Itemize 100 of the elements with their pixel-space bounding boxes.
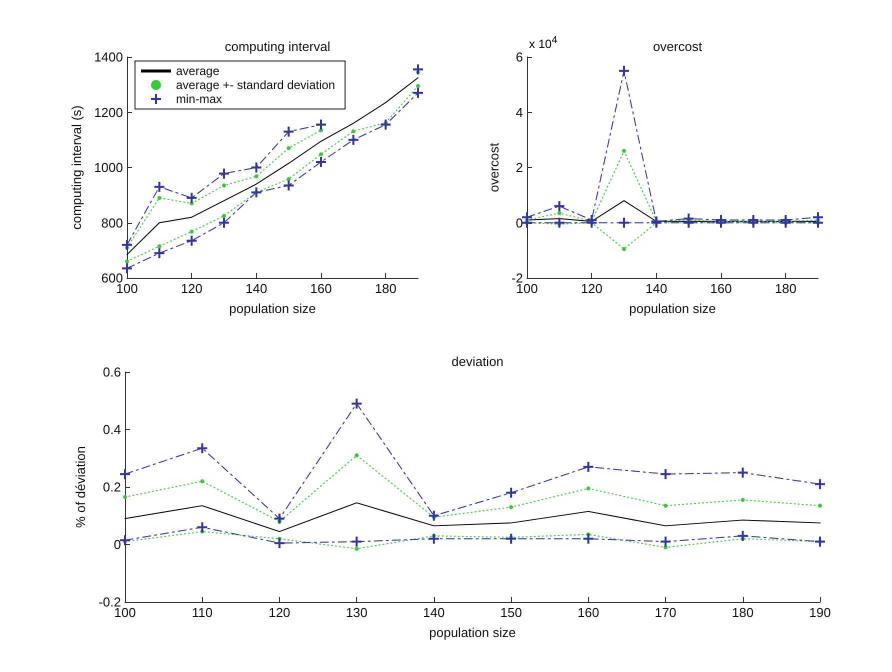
point (251, 187, 262, 198)
x-tick-label: 130 (346, 605, 368, 620)
point (120, 469, 130, 480)
point (738, 530, 748, 541)
x-tick-label: 170 (654, 605, 676, 620)
point (660, 469, 671, 480)
point (622, 148, 626, 153)
y-tick-label: 4 (516, 104, 523, 120)
point (586, 486, 590, 490)
point (284, 126, 294, 137)
y-tick-label: 1000 (94, 160, 123, 175)
x-tick-label: 140 (245, 281, 268, 296)
point (254, 174, 258, 178)
y-tick-label: 800 (101, 215, 123, 230)
point (815, 479, 825, 490)
point (748, 218, 758, 228)
point (740, 498, 745, 502)
line-series (124, 502, 820, 532)
chart-title: deviation (451, 354, 504, 369)
x-tick-label: 160 (310, 281, 332, 296)
point (413, 88, 423, 98)
x-tick-label: 150 (500, 605, 522, 620)
point (684, 218, 694, 228)
point (222, 214, 226, 218)
y-tick-label: 1200 (94, 104, 123, 120)
point (120, 535, 130, 546)
x-tick-label: 110 (192, 605, 213, 620)
point (154, 248, 164, 258)
chart-title: computing interval (224, 39, 330, 54)
point (619, 218, 629, 228)
y-tick-label: 0.2 (102, 480, 121, 494)
x-axis-title: population size (629, 301, 716, 316)
point (354, 453, 359, 458)
point (284, 180, 294, 190)
legend-label: min-max (176, 92, 222, 106)
x-tick-label: 120 (580, 281, 603, 296)
point (274, 538, 284, 548)
x-tick-label: 180 (374, 281, 397, 296)
point (352, 398, 362, 409)
point (818, 504, 822, 508)
point (286, 146, 291, 150)
point (200, 479, 204, 484)
y-tick-label: 0.4 (102, 422, 121, 437)
point (586, 218, 597, 228)
point (660, 536, 671, 547)
point (186, 236, 197, 246)
x-tick-label: 120 (268, 605, 290, 620)
x-tick-label: 120 (180, 281, 203, 296)
y-tick-label: 600 (101, 270, 123, 286)
point (319, 152, 323, 156)
point (286, 177, 291, 182)
point (222, 183, 226, 188)
point (554, 201, 564, 212)
point (738, 468, 748, 478)
point (197, 522, 208, 532)
point (428, 510, 439, 521)
point (123, 495, 127, 500)
text: x 10$^{4}$ (529, 35, 558, 51)
point (554, 218, 564, 228)
chart-title: overcost (652, 39, 702, 54)
point (274, 514, 284, 524)
y-tick-label: 6 (516, 50, 523, 64)
point (157, 196, 162, 200)
point (506, 534, 516, 544)
y-axis-title: computing interval (s) (69, 105, 84, 230)
point (354, 546, 359, 551)
x-tick-label: 140 (645, 281, 668, 296)
point (186, 192, 197, 203)
point (125, 259, 129, 264)
point (348, 134, 358, 145)
point (583, 534, 594, 544)
point (351, 129, 356, 134)
point (622, 246, 626, 251)
point (413, 64, 423, 74)
x-tick-label: 180 (774, 281, 797, 296)
point (219, 218, 229, 228)
point (380, 120, 391, 130)
point (251, 162, 262, 172)
x-axis-title: population size (229, 301, 316, 316)
x-tick-label: 160 (577, 605, 600, 620)
point (122, 240, 132, 250)
point (157, 244, 162, 248)
x-tick-label: 190 (809, 605, 831, 620)
legend-label: average (176, 64, 220, 78)
y-tick-label: 1400 (94, 50, 123, 64)
point (416, 84, 420, 88)
point (352, 536, 362, 547)
x-tick-label: 160 (710, 281, 732, 296)
point (428, 534, 439, 544)
point (509, 505, 514, 510)
point (664, 504, 668, 508)
point (316, 120, 326, 130)
point (780, 218, 791, 228)
x-tick-label: 180 (732, 605, 754, 620)
y-axis-title: overcost (486, 142, 502, 192)
point (506, 488, 516, 498)
point (619, 66, 629, 76)
y-tick-label: 0 (114, 537, 121, 552)
x-axis-title: population size (429, 625, 516, 640)
point (557, 211, 562, 216)
